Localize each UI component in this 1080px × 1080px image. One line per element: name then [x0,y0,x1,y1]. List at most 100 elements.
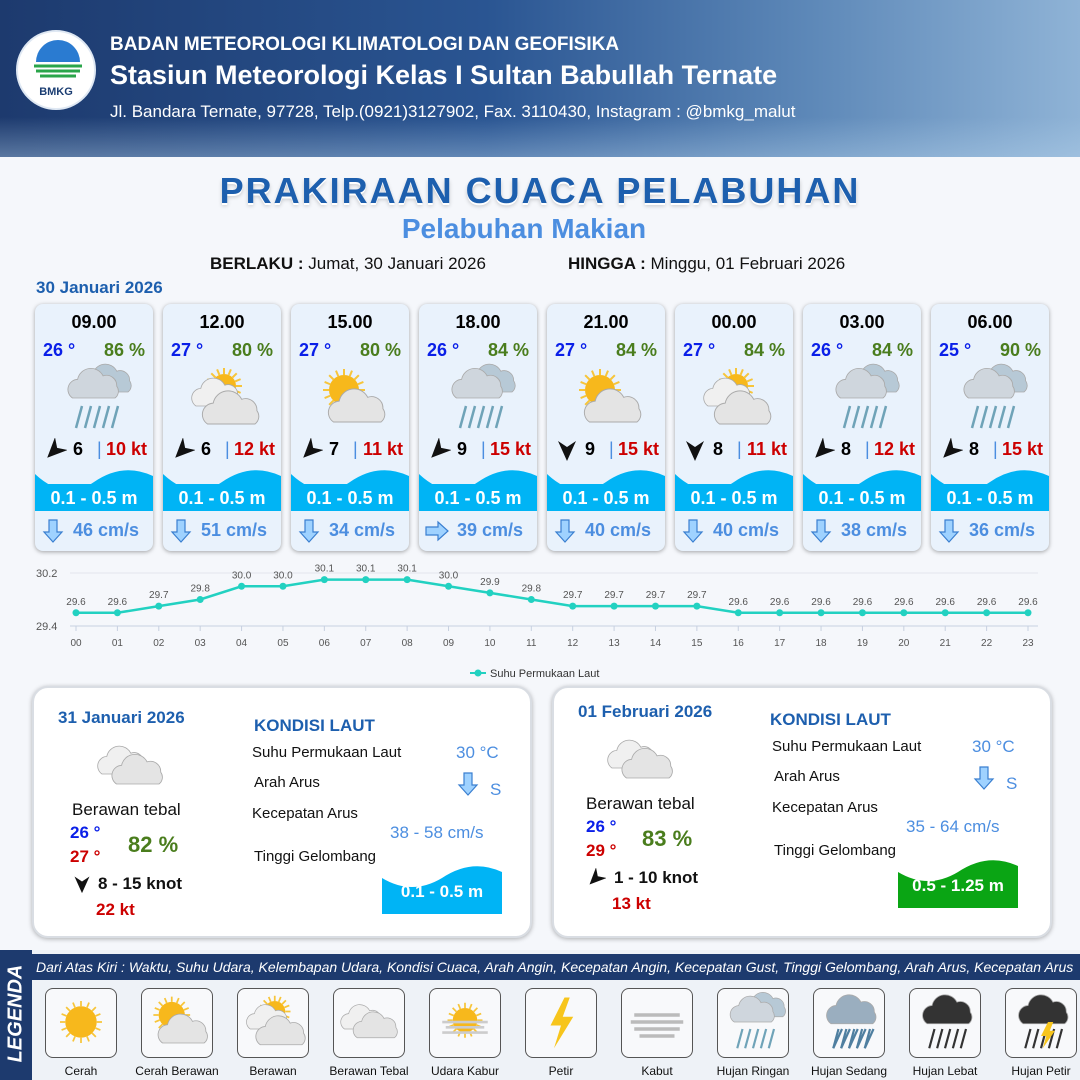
current-direction-icon [973,766,995,790]
data-point[interactable] [155,602,163,610]
x-tick-label: 14 [650,638,662,649]
air-temperature: 27 ° [683,340,716,360]
current-row: 36 cm/s [937,517,1047,545]
data-point[interactable] [238,582,246,590]
divider: | [225,439,230,459]
wind-speed: 9 [585,439,596,459]
data-point[interactable] [72,609,80,617]
card-time: 18.00 [455,312,501,332]
daily-forecast-panel: 31 Januari 2026 Berawan tebal 26 ° 27 ° … [32,686,532,938]
legend-item-label: Hujan Petir [1011,1064,1071,1078]
min-temperature: 26 ° [70,823,101,842]
current-speed-range: 35 - 64 cm/s [906,817,1000,836]
weather-icon-berawan-tebal [607,739,673,779]
current-direction-icon [938,519,960,543]
data-label: 30.0 [439,570,459,581]
gust-speed: 10 kt [105,439,147,459]
weather-icon-berawan [191,368,260,425]
wind-direction-icon [589,867,607,885]
gust-speed: 15 kt [617,439,659,459]
valid-to-value: Minggu, 01 Februari 2026 [650,254,846,273]
data-point[interactable] [362,576,370,584]
current-direction-label: Arah Arus [774,768,840,785]
data-point[interactable] [693,602,701,610]
data-point[interactable] [403,576,411,584]
legend-item: Petir [525,988,597,1078]
wave-shape [898,860,1018,908]
weather-icon-hujan-ringan [67,363,132,429]
data-label: 30.0 [232,570,252,581]
data-point[interactable] [527,596,535,603]
data-point[interactable] [858,609,866,617]
current-speed: 38 cm/s [841,520,908,540]
weather-icon-cerah-berawan [323,369,386,423]
divider: | [609,439,614,459]
wave-shape [382,866,502,914]
valid-from: BERLAKU : Jumat, 30 Januari 2026 [210,254,486,274]
x-tick-label: 21 [940,638,952,649]
data-label: 29.7 [604,590,624,601]
data-point[interactable] [900,609,908,617]
wave-height-label: Tinggi Gelombang [774,842,897,859]
wave-height: 0.1 - 0.5 m [946,488,1034,508]
forecast-card: 15.00 27 ° 80 % 7 | 11 kt 0.1 - 0.5 m 34 … [291,304,409,551]
wave-height: 0.1 - 0.5 m [50,488,138,508]
data-point[interactable] [610,602,618,610]
data-point[interactable] [320,576,328,584]
forecast-card: 06.00 25 ° 90 % 8 | 15 kt 0.1 - 0.5 m 36 … [931,304,1049,551]
legend-item-label: Hujan Lebat [912,1064,978,1078]
data-point[interactable] [113,609,121,617]
data-point[interactable] [445,582,453,590]
wind-row: 6 | 12 kt [167,437,277,462]
divider: | [865,439,870,459]
wind-row: 8 | 12 kt [807,437,917,462]
x-tick-label: 10 [484,638,496,649]
forecast-card: 03.00 26 ° 84 % 8 | 12 kt 0.1 - 0.5 m 38 … [803,304,921,551]
data-point[interactable] [941,609,949,617]
data-point[interactable] [196,596,204,603]
legend: LEGENDA Dari Atas Kiri : Waktu, Suhu Uda… [0,950,1080,1080]
current-direction: S [1006,774,1018,793]
legend-item-label: Cerah [64,1064,98,1078]
data-label: 30.0 [273,570,293,581]
data-point[interactable] [1024,609,1032,617]
current-speed: 51 cm/s [201,520,268,540]
wind-direction-icon [74,876,90,894]
data-point[interactable] [651,602,659,610]
data-label: 29.9 [480,577,500,588]
x-tick-label: 17 [774,638,786,649]
page-title: PRAKIRAAN CUACA PELABUHAN [219,170,861,211]
legend-item-label: Berawan Tebal [329,1064,409,1078]
air-temperature: 26 ° [811,340,844,360]
current-direction-icon [682,519,704,543]
wave-height: 0.1 - 0.5 m [400,882,484,901]
data-point[interactable] [569,602,577,610]
gust-speed: 11 kt [746,439,787,459]
legend-item: Berawan Tebal [329,988,409,1078]
data-point[interactable] [817,609,825,617]
data-point[interactable] [983,609,991,617]
humidity: 80 % [359,340,401,360]
legend-item-label: Udara Kabur [430,1064,500,1078]
weather-condition: Berawan tebal [72,800,181,819]
legend-item: Hujan Sedang [811,988,887,1078]
wind-speed: 8 [841,439,852,459]
data-label: 30.1 [356,564,376,575]
data-point[interactable] [486,589,494,597]
current-row: 46 cm/s [41,517,151,545]
wind-direction-icon [47,437,68,458]
humidity: 82 % [128,832,179,857]
current-direction-label: Arah Arus [254,774,320,791]
humidity: 84 % [743,340,785,360]
data-point[interactable] [734,609,742,617]
x-tick-label: 06 [319,638,331,649]
chart-legend[interactable]: Suhu Permukaan Laut [470,668,599,680]
x-tick-label: 19 [857,638,869,649]
data-point[interactable] [279,582,287,590]
data-label: 29.7 [646,590,666,601]
valid-from-label: BERLAKU : [210,254,304,273]
x-tick-label: 16 [733,638,745,649]
weather-icon-petir [550,997,574,1049]
data-point[interactable] [776,609,784,617]
station-name: Stasiun Meteorologi Kelas I Sultan Babul… [110,60,778,90]
